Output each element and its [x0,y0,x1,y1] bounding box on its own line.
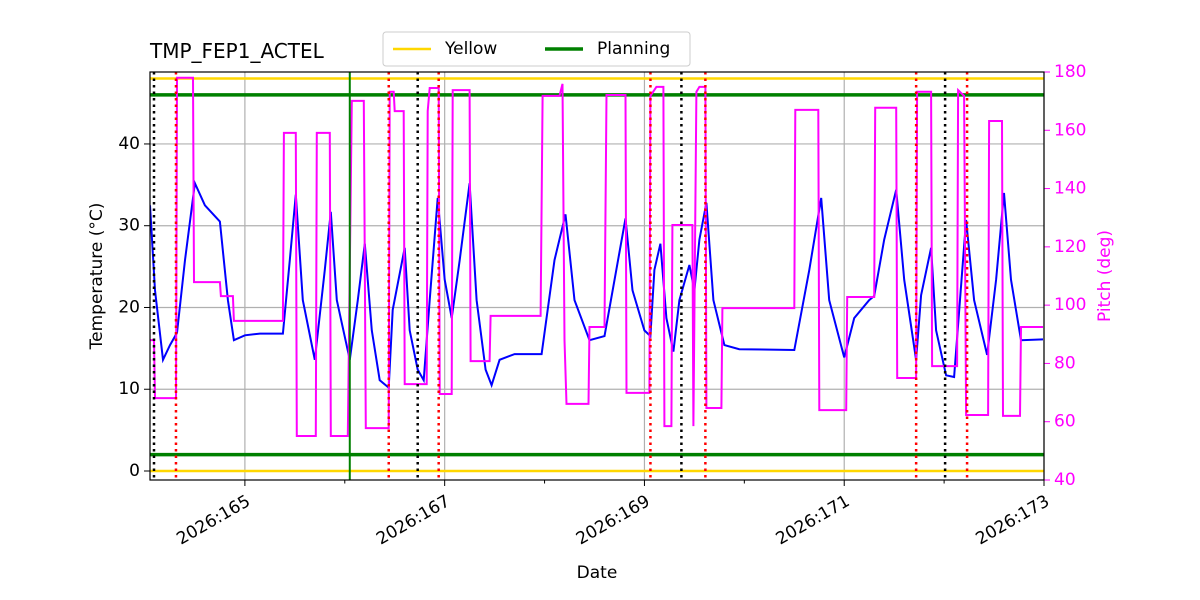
x-tick-label: 2026:165 [173,491,254,549]
y2-tick-label: 120 [1054,237,1086,257]
y2-tick-label: 40 [1054,470,1076,490]
legend-box [382,31,691,67]
y2-tick-label: 140 [1054,179,1086,199]
y2-tick-label: 100 [1054,295,1086,315]
y-tick-label: 40 [118,134,140,154]
y2-tick-label: 60 [1054,412,1076,432]
y-tick-label: 30 [118,216,140,236]
y-tick-label: 10 [118,379,140,399]
y2-axis-label: Pitch (deg) [1095,230,1115,322]
legend-label: Planning [597,39,670,59]
legend-label: Yellow [444,39,497,59]
x-tick-label: 2026:169 [573,491,654,549]
y2-tick-label: 160 [1054,120,1086,140]
series-line [150,76,1043,437]
plot-frame [149,71,1045,481]
x-tick-label: 2026:173 [972,491,1053,549]
x-tick-label: 2026:167 [373,491,454,549]
x-axis-label: Date [577,563,618,583]
y2-tick-label: 80 [1054,353,1076,373]
y-tick-label: 20 [118,297,140,317]
y-axis-label: Temperature (°C) [87,203,107,351]
x-tick-label: 2026:171 [773,491,854,549]
y2-tick-label: 180 [1054,62,1086,82]
chart-title: TMP_FEP1_ACTEL [149,39,325,63]
y-tick-label: 0 [129,461,140,481]
